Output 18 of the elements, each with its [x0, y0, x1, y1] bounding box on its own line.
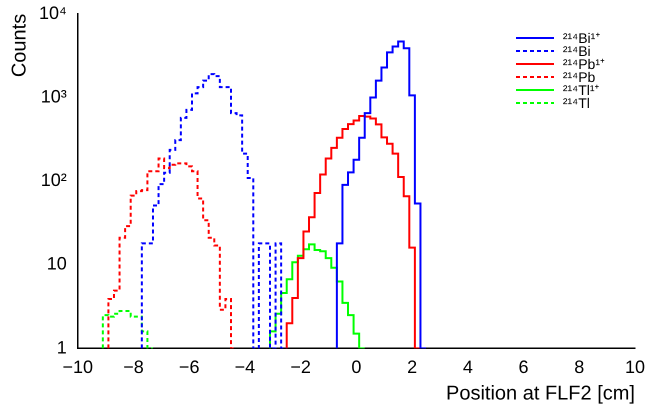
y-tick-label: 10⁴ — [38, 2, 67, 23]
x-tick-label: 4 — [462, 357, 473, 378]
y-axis-title: Counts — [8, 14, 31, 78]
x-tick-label: 10 — [624, 357, 646, 378]
y-tick-label: 10³ — [40, 86, 67, 106]
x-tick-label: −6 — [178, 357, 200, 378]
x-tick-label: −2 — [290, 357, 311, 378]
x-tick-label: 0 — [351, 357, 362, 378]
y-tick-label: 10² — [40, 170, 67, 190]
x-tick-label: 8 — [574, 357, 584, 378]
y-tick-label: 1 — [56, 337, 67, 358]
y-tick-label: 10 — [46, 254, 67, 274]
x-tick-label: 6 — [518, 357, 529, 378]
x-tick-label: 2 — [407, 357, 418, 378]
x-tick-label: −10 — [62, 357, 94, 378]
x-tick-label: −4 — [234, 357, 256, 378]
x-axis-title: Position at FLF2 [cm] — [446, 382, 635, 405]
x-tick-label: −8 — [123, 357, 144, 378]
